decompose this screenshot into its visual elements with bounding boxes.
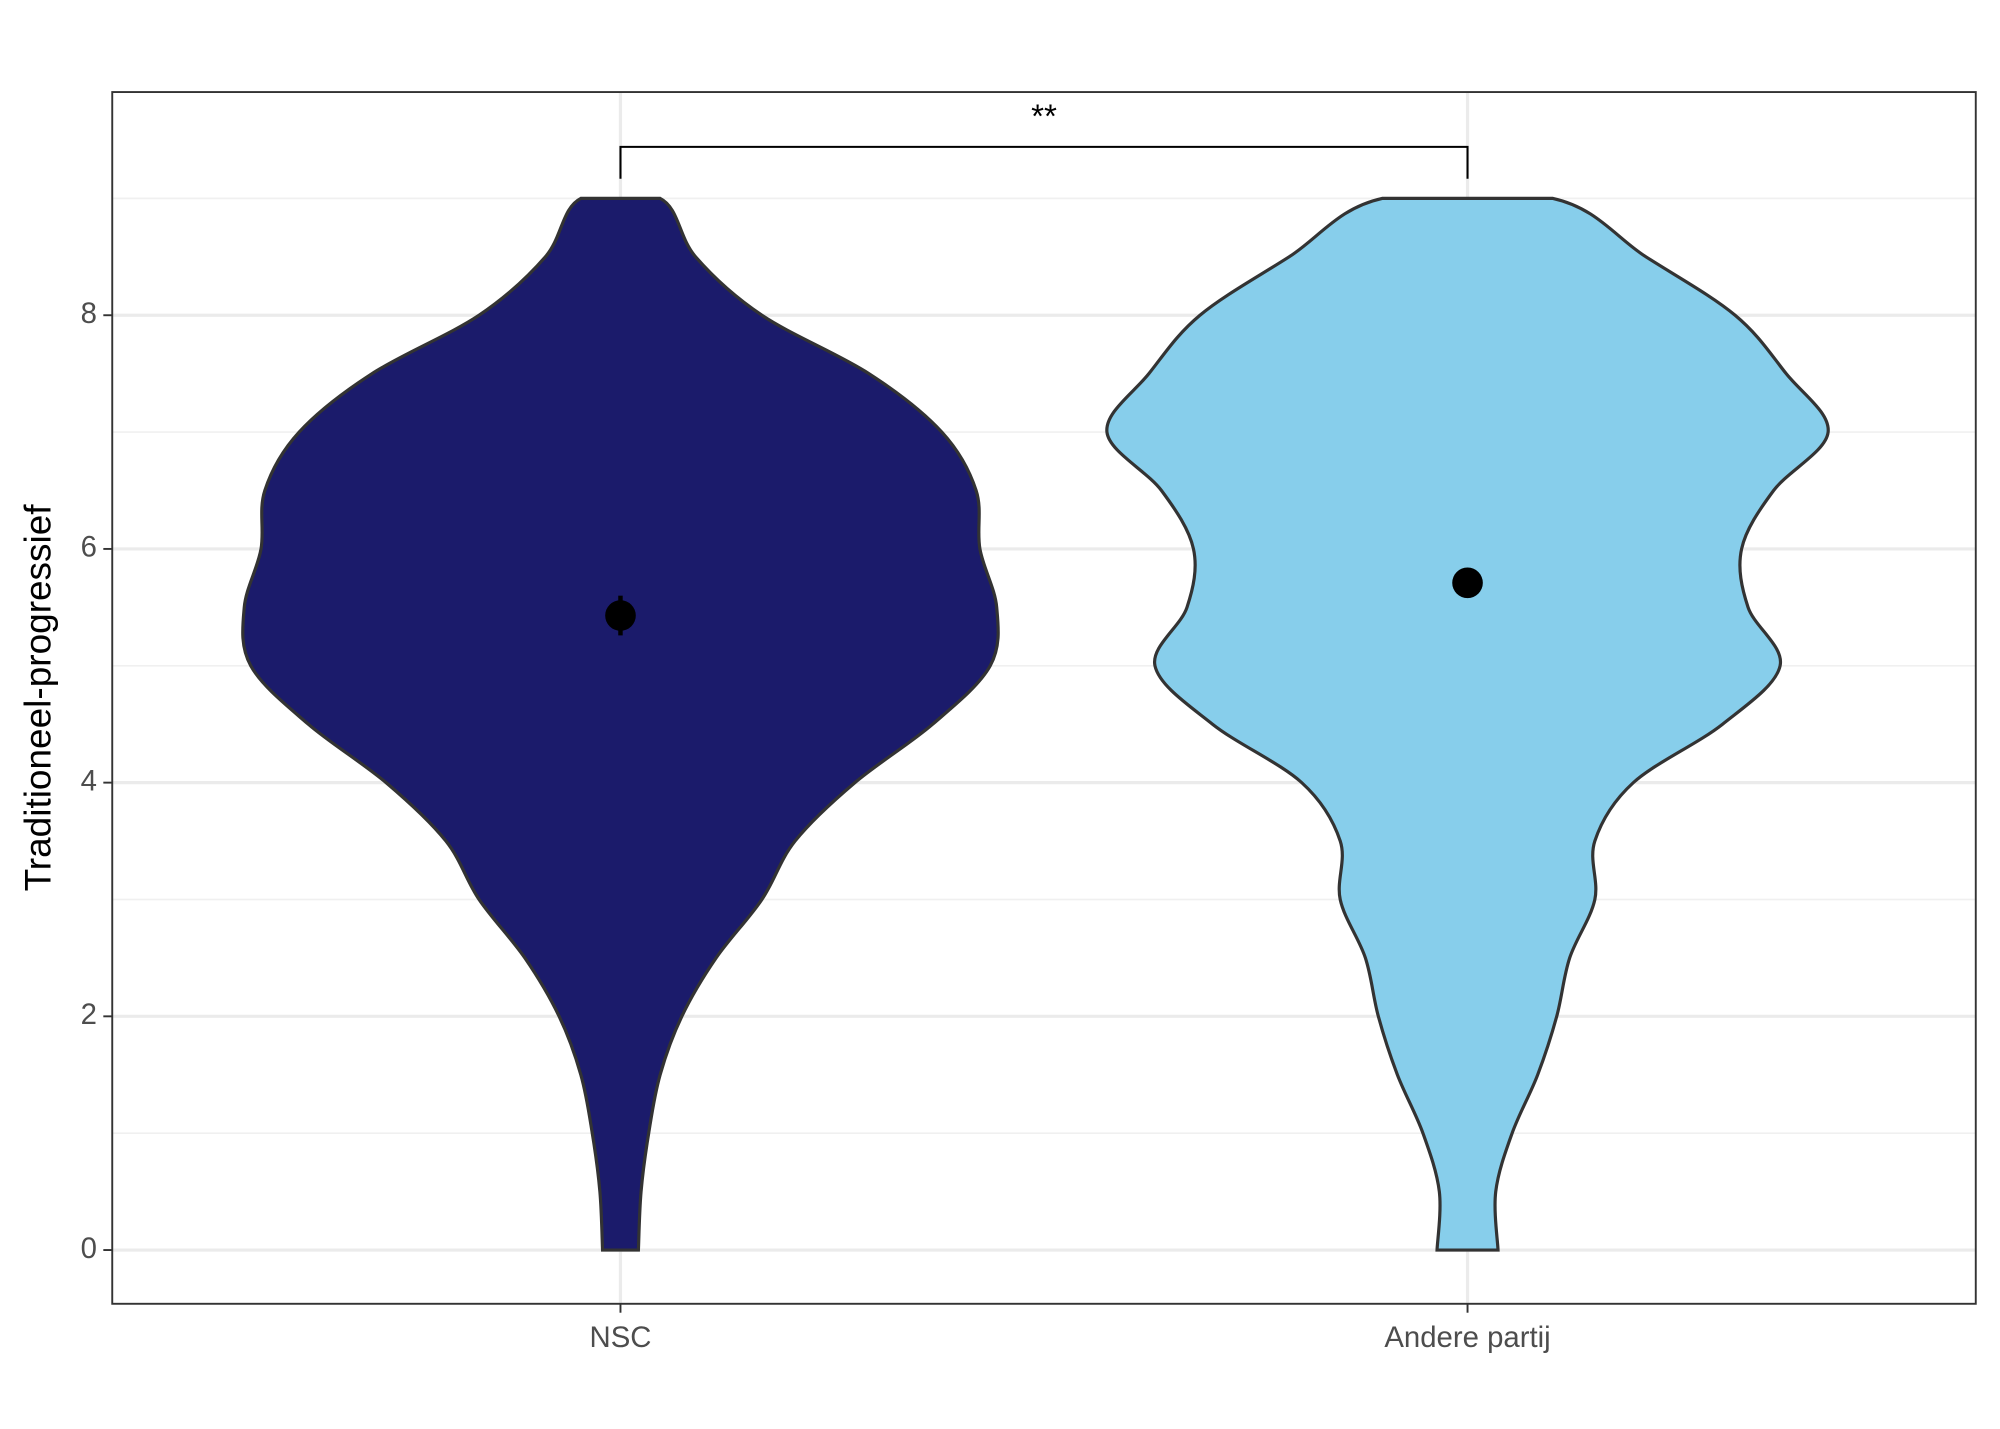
violin bbox=[241, 196, 1000, 1252]
violin bbox=[1105, 196, 1830, 1252]
panel-border bbox=[111, 91, 1977, 1305]
y-tick-label: 2 bbox=[81, 998, 97, 1031]
x-tick-label: NSC bbox=[590, 1321, 652, 1354]
y-tick-label: 4 bbox=[81, 764, 97, 797]
mean-point bbox=[605, 600, 636, 631]
mean-point bbox=[1452, 567, 1483, 599]
y-tick-label: 8 bbox=[81, 297, 97, 330]
y-tick-label: 6 bbox=[81, 531, 97, 564]
significance-bracket bbox=[619, 145, 1469, 179]
y-axis-title: Traditioneel-progressief bbox=[18, 504, 59, 892]
x-tick-label: Andere partij bbox=[1384, 1321, 1550, 1354]
significance-label: ** bbox=[1031, 99, 1057, 136]
y-tick-label: 0 bbox=[81, 1232, 97, 1265]
